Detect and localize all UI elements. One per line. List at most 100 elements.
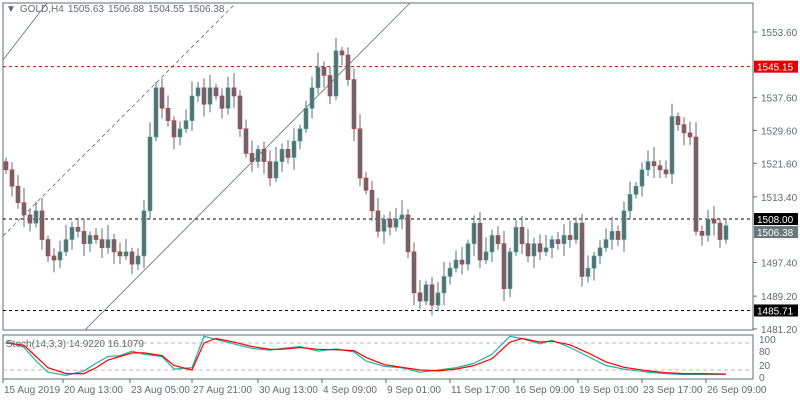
candle-body — [567, 235, 573, 240]
candle-body — [447, 267, 453, 277]
candle-body — [117, 251, 123, 257]
stoch-signal-line — [5, 337, 727, 375]
candle-body — [609, 231, 615, 240]
candle-body — [579, 222, 585, 277]
stoch-title: Stoch(14,3,3) 14.9220 16.1079 — [6, 339, 144, 350]
y-tick-label: 1513.40 — [761, 193, 798, 204]
candle-body — [381, 218, 387, 232]
candle-body — [669, 116, 675, 175]
candle-body — [723, 225, 729, 240]
candle-body — [297, 128, 303, 142]
x-tick-label: 20 Aug 13:00 — [64, 385, 123, 396]
y-tick-label: 1489.20 — [761, 292, 798, 303]
candle-body — [285, 149, 291, 158]
candle-body — [267, 161, 273, 179]
close-value: 1506.38 — [188, 4, 225, 15]
candle-body — [255, 149, 261, 162]
level-badge — [754, 60, 798, 73]
x-tick-label: 19 Sep 01:00 — [579, 385, 639, 396]
candle-body — [477, 222, 483, 261]
candle-body — [525, 243, 531, 257]
candle-body — [189, 95, 195, 121]
candle-body — [675, 116, 681, 125]
candle-body — [333, 50, 339, 97]
candle-body — [543, 247, 549, 253]
x-tick-label: 4 Sep 09:00 — [323, 385, 377, 396]
level-label: 1508.00 — [757, 215, 794, 226]
candle-body — [369, 190, 375, 212]
channel-line-lower — [84, 2, 411, 331]
candle-body — [93, 235, 99, 240]
symbol-label: GOLD,H4 — [19, 4, 64, 15]
candle-body — [105, 239, 111, 249]
candle-body — [225, 87, 231, 109]
candle-body — [81, 231, 87, 244]
candle-body — [147, 136, 153, 212]
level-label: 1485.71 — [757, 306, 794, 317]
triangle-down-icon[interactable]: ▼ — [6, 4, 16, 15]
candle-body — [51, 255, 57, 261]
candle-body — [417, 292, 423, 302]
candle-body — [135, 255, 141, 265]
candle-body — [633, 185, 639, 195]
candle-body — [423, 284, 429, 302]
y-tick-label: 1497.40 — [761, 259, 798, 270]
candle-body — [405, 214, 411, 253]
candle-body — [195, 87, 201, 97]
candle-body — [273, 161, 279, 179]
candle-body — [57, 251, 63, 261]
candle-body — [615, 231, 621, 240]
candle-body — [327, 75, 333, 97]
candle-body — [561, 235, 567, 244]
candle-body — [687, 132, 693, 138]
low-value: 1504.55 — [148, 4, 185, 15]
candle-body — [603, 239, 609, 249]
candle-body — [621, 210, 627, 240]
stoch-tick-label: 0 — [759, 373, 765, 384]
x-tick-label: 11 Sep 17:00 — [451, 385, 510, 396]
candle-body — [39, 210, 45, 240]
candle-body — [315, 66, 321, 89]
candle-body — [27, 214, 33, 224]
current-price-label: 1506.38 — [757, 228, 794, 239]
candle-body — [303, 107, 309, 130]
candle-body — [45, 239, 51, 257]
candle-body — [21, 202, 27, 216]
current-price-badge — [754, 226, 798, 239]
candle-body — [375, 210, 381, 232]
candle-body — [501, 243, 507, 290]
candle-body — [555, 239, 561, 244]
candle-body — [309, 87, 315, 109]
stoch-tick-label: 100 — [759, 335, 776, 346]
candle-body — [705, 218, 711, 236]
candle-body — [75, 226, 81, 232]
candle-body — [699, 231, 705, 236]
x-tick-label: 16 Sep 09:00 — [515, 385, 575, 396]
x-tick-label: 26 Sep 09:00 — [707, 385, 767, 396]
candle-body — [495, 235, 501, 244]
candle-body — [585, 267, 591, 277]
candle-body — [393, 218, 399, 228]
candle-body — [69, 226, 75, 240]
candle-body — [3, 161, 9, 171]
y-tick-label: 1521.60 — [761, 159, 798, 170]
candle-body — [321, 66, 327, 76]
candle-body — [183, 120, 189, 130]
candle-body — [465, 243, 471, 265]
candle-body — [243, 128, 249, 154]
chart-header: ▼ GOLD,H4 1505.63 1506.88 1504.55 1506.38 — [6, 4, 228, 15]
candle-body — [489, 235, 495, 253]
candle-body — [291, 140, 297, 158]
stoch-panel-frame — [2, 334, 754, 380]
candle-body — [351, 79, 357, 130]
candle-body — [627, 194, 633, 212]
channel-line-upper — [2, 2, 48, 61]
candle-body — [597, 247, 603, 257]
candle-body — [549, 239, 555, 249]
candle-body — [453, 259, 459, 269]
candle-body — [399, 214, 405, 220]
candle-body — [171, 120, 177, 138]
candle-body — [441, 276, 447, 294]
